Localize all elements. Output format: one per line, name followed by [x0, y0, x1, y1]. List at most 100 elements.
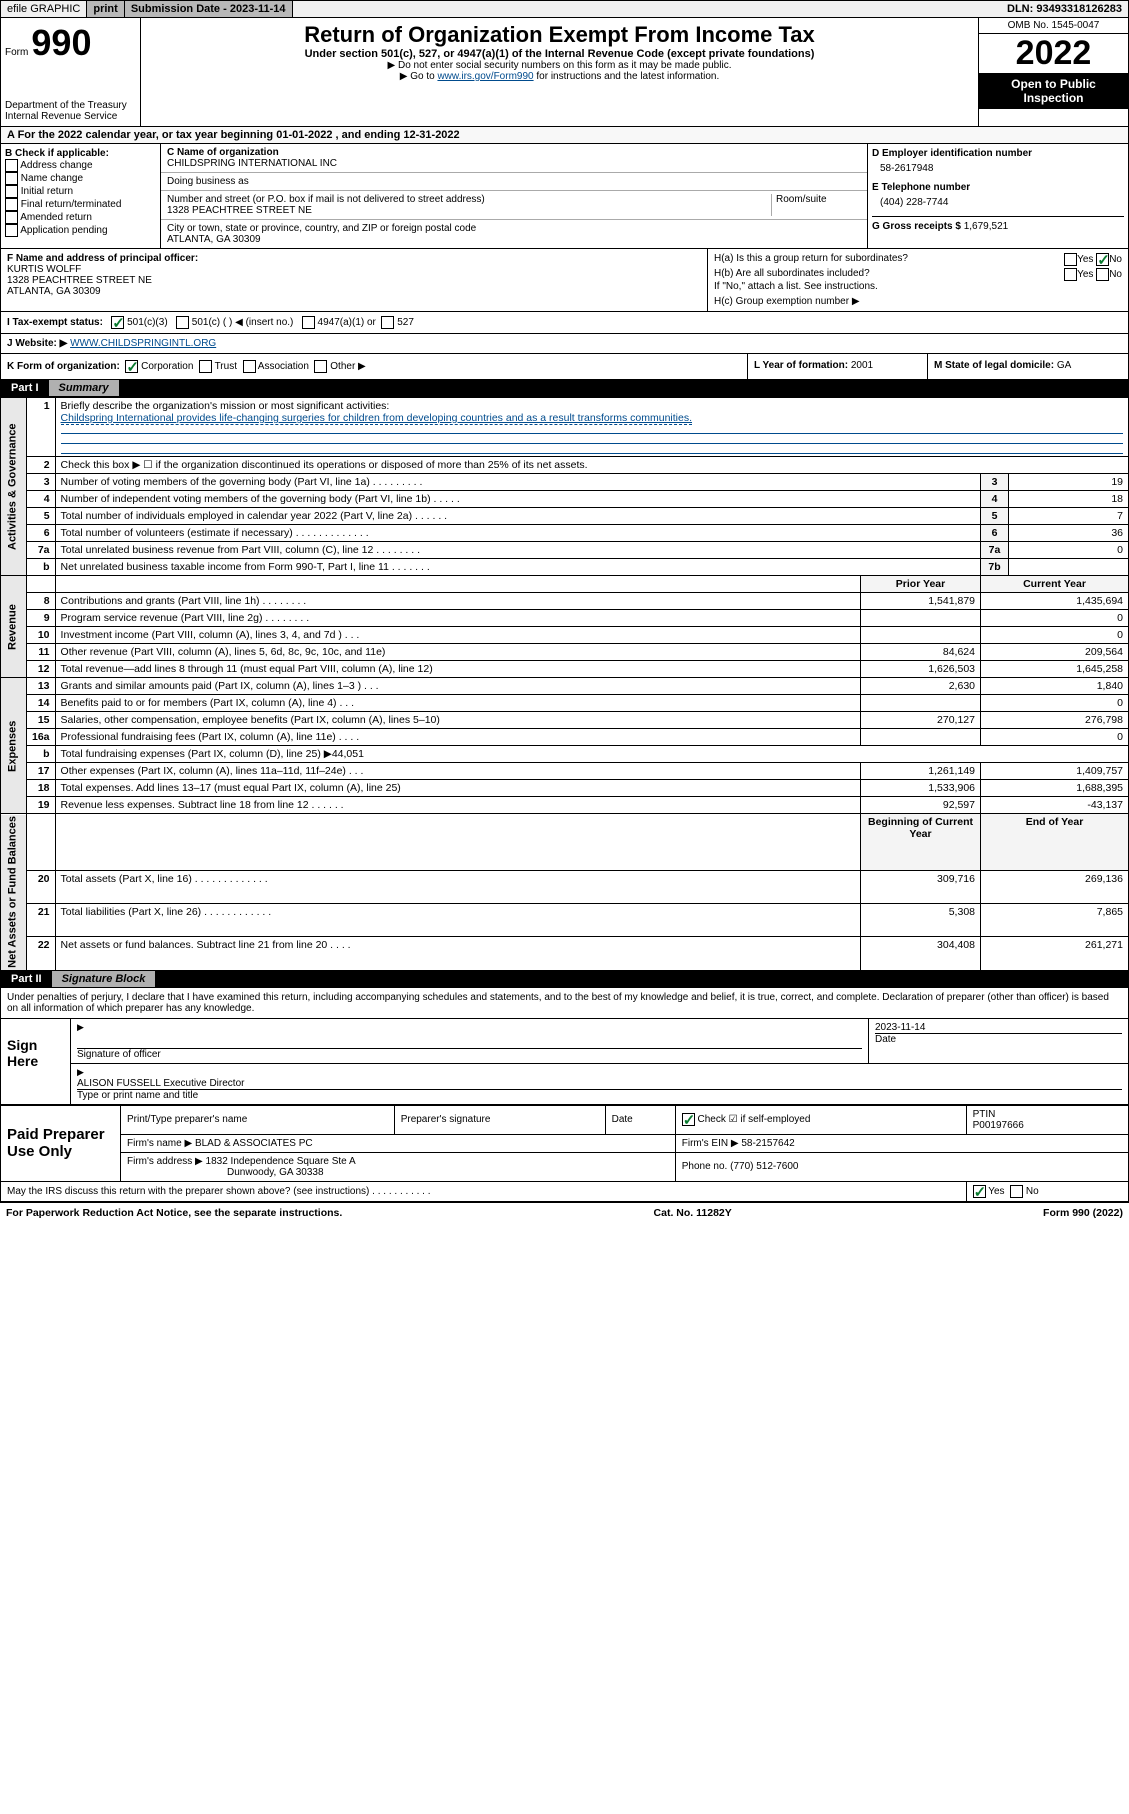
tax-period-row: A For the 2022 calendar year, or tax yea… — [0, 127, 1129, 144]
org-name: CHILDSPRING INTERNATIONAL INC — [167, 158, 861, 169]
pra-notice: For Paperwork Reduction Act Notice, see … — [6, 1207, 342, 1219]
discuss-no-checkbox[interactable] — [1010, 1185, 1023, 1198]
open-to-public-label: Open to Public Inspection — [979, 73, 1128, 109]
paid-preparer-label: Paid Preparer Use Only — [1, 1105, 121, 1181]
line-7b-value — [1009, 559, 1129, 576]
corporation-checkbox[interactable] — [125, 360, 138, 373]
trust-checkbox[interactable] — [199, 360, 212, 373]
l22-current: 261,271 — [981, 937, 1129, 970]
sign-here-label: Sign Here — [1, 1019, 71, 1104]
perjury-statement: Under penalties of perjury, I declare th… — [1, 988, 1128, 1019]
submission-date-button[interactable]: Submission Date - 2023-11-14 — [125, 1, 293, 17]
ein-value: 58-2617948 — [872, 159, 1124, 182]
street-address: 1328 PEACHTREE STREET NE — [167, 205, 771, 216]
l22-prior: 304,408 — [861, 937, 981, 970]
instructions-note: ▶ Go to www.irs.gov/Form990 for instruct… — [149, 71, 970, 82]
527-checkbox[interactable] — [381, 316, 394, 329]
efile-topbar: efile GRAPHIC print Submission Date - 20… — [0, 0, 1129, 18]
line-5-value: 7 — [1009, 508, 1129, 525]
check-if-applicable-col: B Check if applicable: Address change Na… — [1, 144, 161, 248]
catalog-number: Cat. No. 11282Y — [654, 1207, 732, 1219]
tax-year: 2022 — [979, 34, 1128, 73]
ssn-note: ▶ Do not enter social security numbers o… — [149, 60, 970, 71]
state-domicile: GA — [1057, 360, 1071, 371]
final-return-checkbox[interactable]: Final return/terminated — [5, 198, 156, 211]
row-f-h: F Name and address of principal officer:… — [0, 249, 1129, 312]
expenses-label: Expenses — [1, 678, 27, 814]
form-title-box: Return of Organization Exempt From Incom… — [141, 18, 978, 126]
telephone-value: (404) 228-7744 — [872, 193, 1124, 216]
address-change-checkbox[interactable]: Address change — [5, 159, 156, 172]
firm-phone: (770) 512-7600 — [730, 1161, 798, 1172]
irs-link[interactable]: www.irs.gov/Form990 — [437, 71, 533, 82]
l8-prior: 1,541,879 — [861, 593, 981, 610]
page-footer: For Paperwork Reduction Act Notice, see … — [0, 1202, 1129, 1223]
self-employed-checkbox[interactable] — [682, 1113, 695, 1126]
org-info-col: C Name of organization CHILDSPRING INTER… — [161, 144, 868, 248]
hb-yes-checkbox[interactable] — [1064, 268, 1077, 281]
city-state-zip: ATLANTA, GA 30309 — [167, 234, 861, 245]
ha-no-checkbox[interactable] — [1096, 253, 1109, 266]
form-number-box: Form 990 Department of the Treasury Inte… — [1, 18, 141, 126]
l12-prior: 1,626,503 — [861, 661, 981, 678]
form-header: Form 990 Department of the Treasury Inte… — [0, 18, 1129, 127]
fundraising-expenses: 44,051 — [332, 748, 364, 760]
period-begin: 01-01-2022 — [276, 129, 332, 141]
association-checkbox[interactable] — [243, 360, 256, 373]
hb-no-checkbox[interactable] — [1096, 268, 1109, 281]
principal-officer-box: F Name and address of principal officer:… — [1, 249, 708, 311]
row-klm: K Form of organization: Corporation Trus… — [0, 354, 1129, 380]
website-row: J Website: ▶ WWW.CHILDSPRINGINTL.ORG — [0, 334, 1129, 354]
other-checkbox[interactable] — [314, 360, 327, 373]
activities-governance-label: Activities & Governance — [1, 398, 27, 576]
form-subtitle: Under section 501(c), 527, or 4947(a)(1)… — [149, 48, 970, 60]
net-assets-label: Net Assets or Fund Balances — [1, 814, 27, 971]
signature-date: 2023-11-14 — [875, 1022, 1122, 1033]
department-label: Department of the Treasury Internal Reve… — [5, 100, 136, 122]
initial-return-checkbox[interactable]: Initial return — [5, 185, 156, 198]
part-i-header: Part I Summary — [1, 380, 1128, 396]
tax-exempt-status-row: I Tax-exempt status: 501(c)(3) 501(c) ( … — [0, 312, 1129, 334]
name-change-checkbox[interactable]: Name change — [5, 172, 156, 185]
line-6-value: 36 — [1009, 525, 1129, 542]
omb-number: OMB No. 1545-0047 — [979, 18, 1128, 34]
application-pending-checkbox[interactable]: Application pending — [5, 224, 156, 237]
ha-yes-checkbox[interactable] — [1064, 253, 1077, 266]
l8-current: 1,435,694 — [981, 593, 1129, 610]
period-end: 12-31-2022 — [403, 129, 459, 141]
mission-text[interactable]: Childspring International provides life-… — [61, 412, 692, 425]
ein-tel-col: D Employer identification number 58-2617… — [868, 144, 1128, 248]
part-ii-header: Part II Signature Block — [1, 971, 1128, 987]
summary-table: Activities & Governance 1 Briefly descri… — [0, 397, 1129, 971]
website-link[interactable]: WWW.CHILDSPRINGINTL.ORG — [70, 338, 216, 349]
firm-ein: 58-2157642 — [741, 1138, 794, 1149]
revenue-label: Revenue — [1, 576, 27, 678]
501c-checkbox[interactable] — [176, 316, 189, 329]
amended-return-checkbox[interactable]: Amended return — [5, 211, 156, 224]
501c3-checkbox[interactable] — [111, 316, 124, 329]
gross-receipts-value: 1,679,521 — [964, 221, 1009, 232]
discuss-yes-checkbox[interactable] — [973, 1185, 986, 1198]
efile-graphic-label: efile GRAPHIC — [1, 1, 87, 17]
4947a1-checkbox[interactable] — [302, 316, 315, 329]
officer-name-title: ALISON FUSSELL Executive Director — [77, 1078, 1122, 1089]
ptin-value: P00197666 — [973, 1120, 1024, 1131]
print-button[interactable]: print — [87, 1, 124, 17]
paid-preparer-table: Paid Preparer Use Only Print/Type prepar… — [0, 1105, 1129, 1202]
line-4-value: 18 — [1009, 491, 1129, 508]
officer-name: KURTIS WOLFF — [7, 264, 701, 275]
l18-prior: 1,533,906 — [861, 780, 981, 797]
firm-address-1: 1832 Independence Square Ste A — [206, 1156, 356, 1167]
form-title: Return of Organization Exempt From Incom… — [149, 22, 970, 48]
firm-address-2: Dunwoody, GA 30338 — [227, 1167, 324, 1178]
officer-signature-line[interactable] — [77, 1033, 862, 1049]
year-box: OMB No. 1545-0047 2022 Open to Public In… — [978, 18, 1128, 126]
dln-label: DLN: 93493318126283 — [1001, 1, 1128, 17]
form-990-number: 990 — [31, 22, 91, 63]
l18-current: 1,688,395 — [981, 780, 1129, 797]
line-7a-value: 0 — [1009, 542, 1129, 559]
form-footer: Form 990 (2022) — [1043, 1207, 1123, 1219]
group-return-box: H(a) Is this a group return for subordin… — [708, 249, 1128, 311]
section-bcd: B Check if applicable: Address change Na… — [0, 144, 1129, 249]
signature-block: Under penalties of perjury, I declare th… — [0, 988, 1129, 1105]
